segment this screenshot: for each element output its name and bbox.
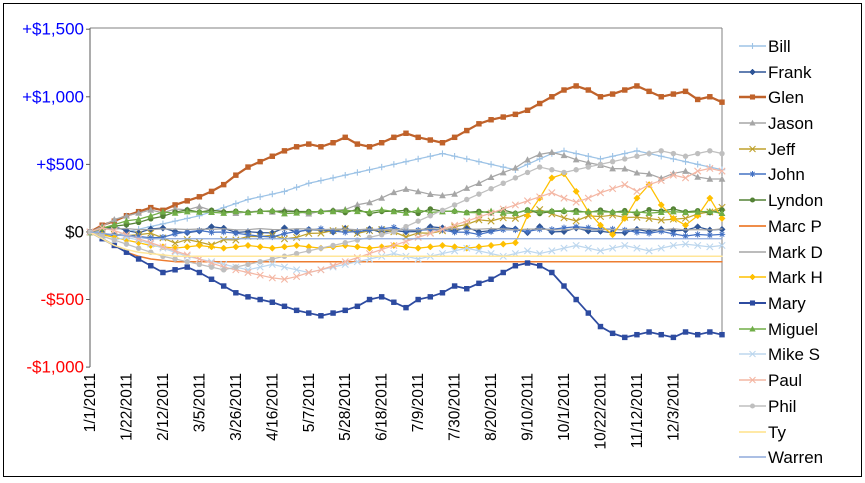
svg-text:6/18/2011: 6/18/2011 xyxy=(374,373,391,441)
svg-text:+$500: +$500 xyxy=(36,155,84,174)
svg-text:+$1,500: +$1,500 xyxy=(22,20,84,39)
svg-text:12/3/2011: 12/3/2011 xyxy=(665,373,682,441)
svg-text:5/28/2011: 5/28/2011 xyxy=(337,373,354,441)
svg-text:10/1/2011: 10/1/2011 xyxy=(556,373,573,441)
svg-text:1/1/2011: 1/1/2011 xyxy=(82,373,99,432)
svg-text:$0: $0 xyxy=(65,222,84,241)
svg-text:11/12/2011: 11/12/2011 xyxy=(629,373,646,448)
svg-text:10/22/2011: 10/22/2011 xyxy=(593,373,610,449)
svg-text:7/9/2011: 7/9/2011 xyxy=(410,373,427,432)
svg-text:+$1,000: +$1,000 xyxy=(22,87,84,106)
svg-text:3/26/2011: 3/26/2011 xyxy=(228,373,245,441)
svg-text:9/10/2011: 9/10/2011 xyxy=(520,373,537,441)
svg-text:7/30/2011: 7/30/2011 xyxy=(447,373,464,441)
svg-text:5/7/2011: 5/7/2011 xyxy=(301,373,318,432)
svg-text:-$500: -$500 xyxy=(41,290,84,309)
svg-text:-$1,000: -$1,000 xyxy=(26,358,84,377)
svg-text:4/16/2011: 4/16/2011 xyxy=(264,373,281,441)
svg-text:8/20/2011: 8/20/2011 xyxy=(483,373,500,441)
svg-text:1/22/2011: 1/22/2011 xyxy=(119,373,136,441)
svg-text:2/12/2011: 2/12/2011 xyxy=(155,373,172,441)
svg-text:3/5/2011: 3/5/2011 xyxy=(191,373,208,432)
